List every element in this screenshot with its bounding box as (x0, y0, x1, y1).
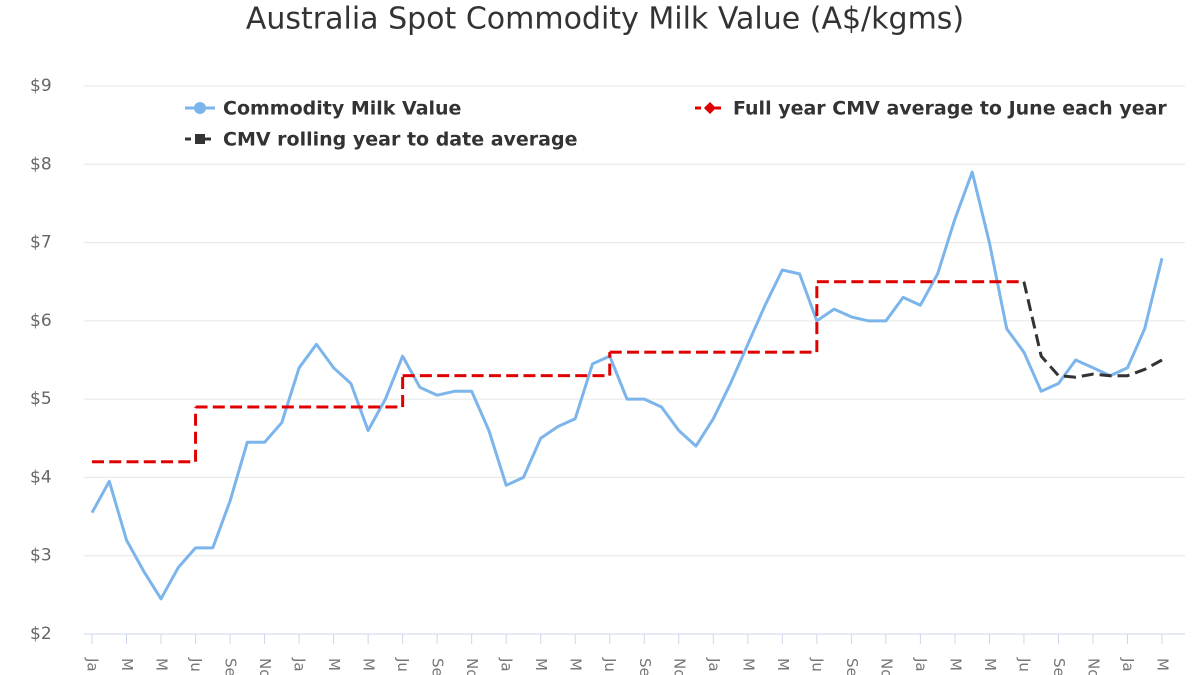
y-tick-label: $3 (30, 546, 52, 566)
x-tick-label: No (877, 658, 895, 675)
x-tick-label: M (360, 658, 378, 671)
legend-marker (195, 134, 205, 144)
x-tick-label: M (118, 658, 136, 671)
x-tick-label: Ja (498, 657, 516, 672)
x-tick-label: M (1154, 658, 1172, 671)
x-tick-label: No (1084, 658, 1102, 675)
legend-marker (704, 102, 716, 114)
y-tick-label: $4 (30, 467, 52, 487)
x-tick-label: Se (636, 658, 654, 675)
x-tick-label: M (774, 658, 792, 671)
x-tick-label: Se (222, 658, 240, 675)
y-tick-label: $8 (30, 154, 52, 174)
legend-label: Full year CMV average to June each year (733, 98, 1167, 120)
legend-label: CMV rolling year to date average (223, 129, 577, 151)
x-tick-label: Ju (808, 657, 826, 672)
x-tick-label: No (670, 658, 688, 675)
y-tick-label: $9 (30, 76, 52, 96)
chart-title: Australia Spot Commodity Milk Value (A$/… (246, 2, 964, 37)
series-line (90, 170, 1164, 601)
y-tick-label: $7 (30, 233, 52, 253)
x-tick-label: M (153, 658, 171, 671)
x-tick-label: M (325, 658, 343, 671)
x-tick-label: Ju (601, 657, 619, 672)
x-tick-label: Ju (1015, 657, 1033, 672)
x-tick-label: Se (843, 658, 861, 675)
x-tick-label: M (981, 658, 999, 671)
x-tick-label: No (256, 658, 274, 675)
x-tick-label: Ja (1119, 657, 1137, 672)
x-tick-label: Ju (394, 657, 412, 672)
x-tick-label: Ja (291, 657, 309, 672)
y-tick-label: $5 (30, 389, 52, 409)
x-tick-label: M (532, 658, 550, 671)
x-tick-label: Ja (705, 657, 723, 672)
x-tick-label: M (739, 658, 757, 671)
x-tick-label: Ja (84, 657, 102, 672)
x-tick-label: No (463, 658, 481, 675)
x-tick-label: Ju (187, 657, 205, 672)
x-tick-label: Ja (912, 657, 930, 672)
legend: Commodity Milk Value Full year CMV averag… (185, 98, 1167, 151)
series-line (1022, 281, 1163, 379)
y-tick-label: $2 (30, 624, 52, 644)
legend-label: Commodity Milk Value (223, 98, 461, 120)
x-tick-label: Se (429, 658, 447, 675)
y-tick-label: $6 (30, 311, 52, 331)
x-tick-label: M (946, 658, 964, 671)
x-tick-label: M (567, 658, 585, 671)
x-tick-label: Se (1050, 658, 1068, 675)
legend-marker (194, 102, 206, 114)
